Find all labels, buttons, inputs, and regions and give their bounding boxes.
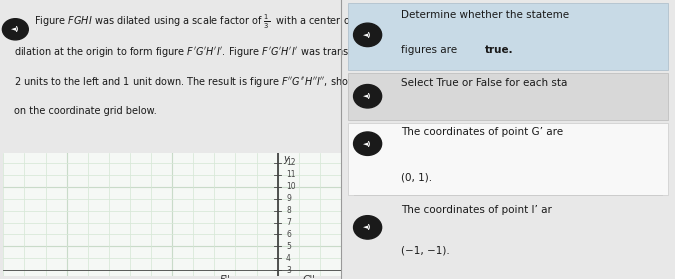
Text: 4: 4 [286, 254, 291, 263]
Text: dilation at the origin to form figure $F'G'H'I'$. Figure $F'G'H'I'$ was translat: dilation at the origin to form figure $F… [14, 45, 373, 59]
Text: The coordinates of point G’ are: The coordinates of point G’ are [401, 127, 563, 137]
Text: figures are: figures are [401, 45, 460, 55]
Circle shape [354, 132, 381, 155]
Text: (−1, −1).: (−1, −1). [401, 246, 450, 256]
Text: Select True or False for each sta: Select True or False for each sta [401, 78, 568, 88]
Text: 9: 9 [286, 194, 291, 203]
Text: 12: 12 [286, 158, 296, 167]
FancyBboxPatch shape [348, 3, 668, 70]
Text: 7: 7 [286, 218, 291, 227]
Text: y: y [283, 154, 289, 164]
Circle shape [354, 216, 381, 239]
Text: 10: 10 [286, 182, 296, 191]
Text: ◄): ◄) [11, 26, 20, 32]
Circle shape [3, 19, 28, 40]
Text: 3: 3 [286, 266, 291, 275]
Text: 2 units to the left and 1 unit down. The result is figure $F''G''H''I''$, shown: 2 units to the left and 1 unit down. The… [14, 75, 362, 89]
Text: 8: 8 [286, 206, 291, 215]
Text: 5: 5 [286, 242, 291, 251]
FancyBboxPatch shape [348, 123, 668, 195]
Text: F'': F'' [219, 275, 230, 279]
Text: 11: 11 [286, 170, 296, 179]
Text: (0, 1).: (0, 1). [401, 173, 432, 183]
Text: ◄): ◄) [363, 93, 372, 99]
Circle shape [354, 85, 381, 108]
Text: 6: 6 [286, 230, 291, 239]
Text: ◄): ◄) [363, 141, 372, 147]
Circle shape [354, 23, 381, 47]
FancyBboxPatch shape [348, 73, 668, 120]
Text: ◄): ◄) [363, 224, 372, 230]
Text: true.: true. [485, 45, 513, 55]
Text: The coordinates of point I’ ar: The coordinates of point I’ ar [401, 205, 552, 215]
Text: Determine whether the stateme: Determine whether the stateme [401, 10, 569, 20]
Text: ◄): ◄) [363, 32, 372, 38]
Text: G'': G'' [303, 275, 316, 279]
Text: Figure $FGHI$ was dilated using a scale factor of $\frac{1}{3}$  with a center o: Figure $FGHI$ was dilated using a scale … [34, 13, 354, 31]
Text: on the coordinate grid below.: on the coordinate grid below. [14, 106, 157, 116]
